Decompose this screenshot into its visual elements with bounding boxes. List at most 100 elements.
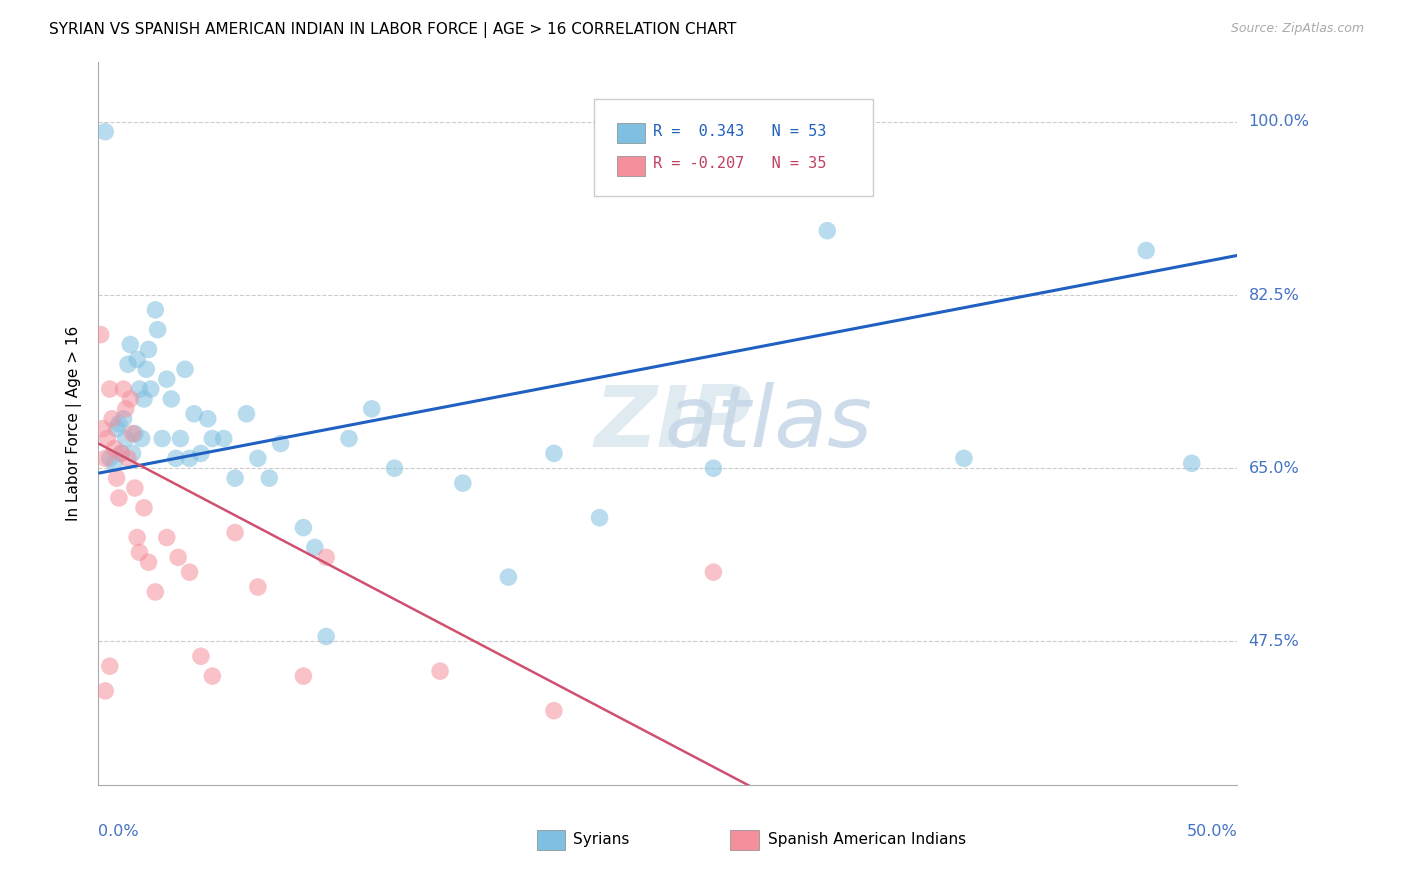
Point [337, 432, 360, 446]
Point [224, 471, 246, 485]
Point [135, 362, 157, 376]
Point [1181, 456, 1204, 470]
Point [101, 411, 124, 425]
Point [110, 446, 132, 460]
Point [451, 476, 474, 491]
Point [169, 432, 191, 446]
Text: 82.5%: 82.5% [1249, 287, 1299, 302]
Bar [731, 830, 759, 850]
Point [98, 382, 121, 396]
Point [103, 456, 125, 470]
Point [120, 392, 142, 406]
Point [270, 436, 292, 450]
Point [150, 432, 173, 446]
Point [212, 432, 235, 446]
Point [190, 446, 212, 460]
Point [90, 327, 112, 342]
Text: R = -0.207   N = 35: R = -0.207 N = 35 [652, 156, 827, 171]
Text: 50.0%: 50.0% [1187, 824, 1237, 838]
Point [315, 550, 337, 565]
Text: R =  0.343   N = 53: R = 0.343 N = 53 [652, 124, 827, 138]
Y-axis label: In Labor Force | Age > 16: In Labor Force | Age > 16 [66, 326, 82, 521]
Point [124, 426, 146, 441]
Point [224, 525, 246, 540]
Point [96, 432, 118, 446]
Point [429, 664, 451, 678]
Point [132, 392, 155, 406]
Point [588, 510, 610, 524]
Point [121, 446, 143, 460]
Text: 0.0%: 0.0% [98, 824, 139, 838]
Point [108, 417, 131, 431]
Point [304, 541, 326, 555]
Text: Source: ZipAtlas.com: Source: ZipAtlas.com [1230, 22, 1364, 36]
Point [1135, 244, 1157, 258]
Point [543, 446, 565, 460]
Point [138, 555, 160, 569]
Point [160, 392, 183, 406]
Point [94, 125, 117, 139]
Point [124, 481, 146, 495]
Point [292, 669, 315, 683]
Point [94, 684, 117, 698]
Bar [617, 123, 645, 144]
Point [132, 500, 155, 515]
Bar [537, 830, 565, 850]
Bar [617, 155, 645, 176]
Point [201, 669, 224, 683]
Point [190, 649, 212, 664]
Point [498, 570, 520, 584]
Text: 100.0%: 100.0% [1249, 114, 1309, 129]
Point [105, 422, 128, 436]
Point [91, 422, 114, 436]
Point [127, 352, 149, 367]
Point [114, 401, 136, 416]
Text: Syrians: Syrians [574, 831, 630, 847]
Point [98, 659, 121, 673]
Point [702, 565, 724, 579]
Point [98, 451, 121, 466]
Point [259, 471, 281, 485]
Point [139, 382, 162, 396]
Point [112, 411, 135, 425]
Point [105, 471, 128, 485]
Point [138, 343, 160, 357]
Point [110, 446, 132, 460]
Point [117, 451, 139, 466]
Point [120, 337, 142, 351]
Text: 47.5%: 47.5% [1249, 634, 1299, 649]
Point [179, 451, 201, 466]
Text: Spanish American Indians: Spanish American Indians [768, 831, 966, 847]
Point [360, 401, 382, 416]
Point [94, 451, 117, 466]
Point [543, 704, 565, 718]
Point [112, 382, 135, 396]
Point [128, 382, 150, 396]
Point [128, 545, 150, 559]
Point [201, 432, 224, 446]
Point [702, 461, 724, 475]
Point [114, 432, 136, 446]
Point [246, 580, 269, 594]
Point [246, 451, 269, 466]
Point [384, 461, 406, 475]
Point [197, 411, 219, 425]
Point [145, 302, 167, 317]
Point [235, 407, 257, 421]
Point [103, 442, 125, 456]
Point [117, 357, 139, 371]
Point [179, 565, 201, 579]
Point [165, 451, 187, 466]
Point [292, 521, 315, 535]
Point [145, 585, 167, 599]
Point [167, 550, 190, 565]
Point [953, 451, 976, 466]
Point [108, 491, 131, 505]
Point [174, 362, 197, 376]
Point [146, 323, 169, 337]
FancyBboxPatch shape [593, 99, 873, 196]
Point [121, 426, 143, 441]
Point [156, 531, 179, 545]
Text: 65.0%: 65.0% [1249, 461, 1299, 475]
Point [815, 224, 838, 238]
